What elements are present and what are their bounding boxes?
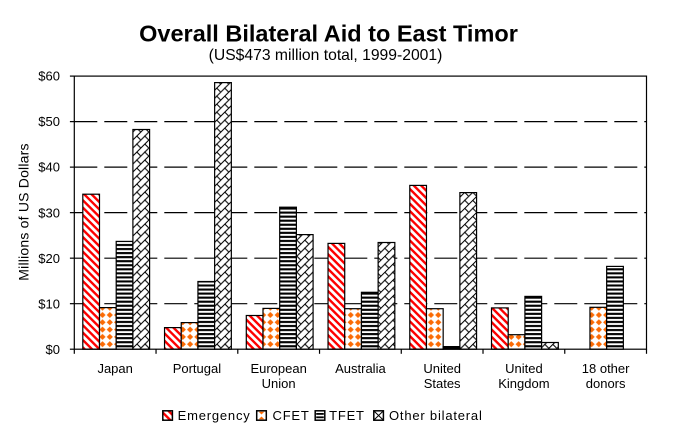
svg-text:Emergency: Emergency (178, 408, 251, 423)
svg-text:Other bilateral: Other bilateral (389, 408, 483, 423)
svg-text:(US$473 million total, 1999-20: (US$473 million total, 1999-2001) (209, 47, 443, 64)
svg-text:18 other: 18 other (582, 361, 630, 376)
svg-text:United: United (423, 361, 461, 376)
svg-text:Portugal: Portugal (173, 361, 222, 376)
svg-text:Japan: Japan (97, 361, 132, 376)
svg-text:States: States (424, 376, 461, 391)
svg-text:TFET: TFET (329, 408, 365, 423)
svg-text:Kingdom: Kingdom (498, 376, 549, 391)
svg-text:Union: Union (262, 376, 296, 391)
svg-text:donors: donors (586, 376, 626, 391)
svg-text:$10: $10 (38, 296, 60, 311)
svg-text:European: European (250, 361, 306, 376)
svg-text:United: United (505, 361, 543, 376)
svg-text:Overall Bilateral Aid to East: Overall Bilateral Aid to East Timor (139, 20, 518, 46)
svg-text:Australia: Australia (335, 361, 386, 376)
svg-text:$60: $60 (38, 69, 60, 84)
svg-text:$30: $30 (38, 205, 60, 220)
svg-text:$40: $40 (38, 160, 60, 175)
svg-text:CFET: CFET (273, 408, 310, 423)
svg-text:Millions of US Dollars: Millions of US Dollars (15, 143, 31, 280)
svg-text:$0: $0 (46, 342, 60, 357)
svg-text:$50: $50 (38, 114, 60, 129)
svg-text:$20: $20 (38, 251, 60, 266)
